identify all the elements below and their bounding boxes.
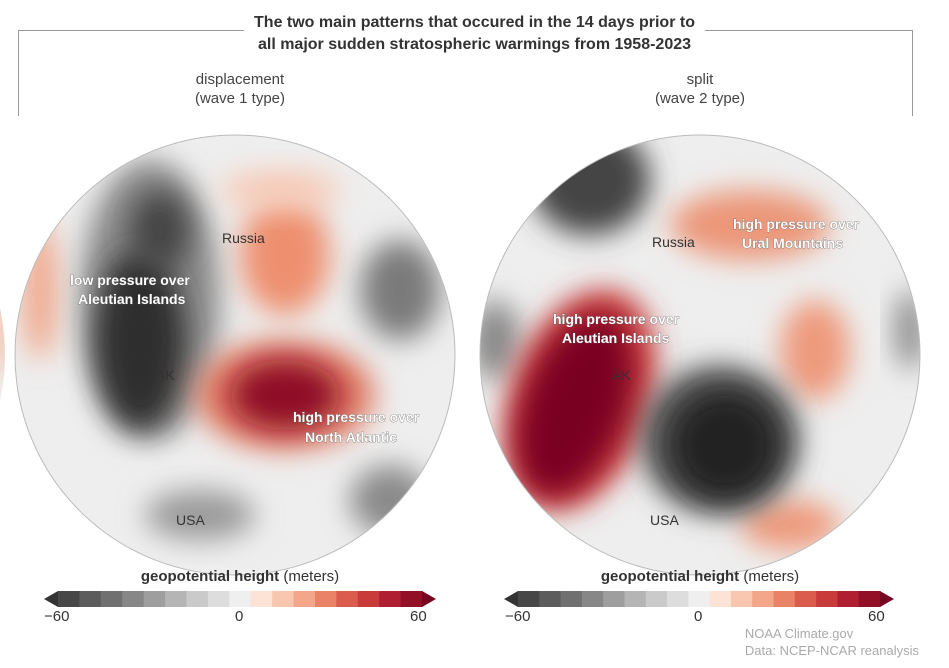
colorbar-bin [581,591,604,607]
colorbar-title: geopotential height (meters) [600,568,800,585]
colorbar-bin [645,591,668,607]
colorbar-bin [44,591,58,607]
colorbar-bin [624,591,647,607]
colorbar-bin [357,591,380,607]
label-high-pressure-ural: high pressure over [733,216,860,232]
colorbar-title: geopotential height (meters) [140,568,340,585]
label-high-pressure: high pressure over [293,409,420,425]
svg-text:Aleutian Islands: Aleutian Islands [562,330,670,346]
panel-title-split: split (wave 2 type) [654,71,746,107]
tick-zero: 0 [235,608,244,625]
colorbar-bin [79,591,102,607]
tick-min: −60 [44,608,70,625]
label-ak: AK [156,367,175,383]
tick-max: 60 [868,608,885,625]
colorbar-bin [207,591,230,607]
colorbar-bin [250,591,273,607]
colorbar-bin [229,591,252,607]
colorbar-bin [752,591,775,607]
colorbar-bin [880,591,894,607]
panel-title-displacement: displacement (wave 1 type) [194,71,286,107]
colorbar-bin [560,591,583,607]
colorbar-bin [858,591,881,607]
colorbar-bin [400,591,423,607]
label-high-pressure-aleutian: high pressure over [553,311,680,327]
colorbar-bin [143,591,166,607]
colorbar-bin [709,591,732,607]
colorbar-bin [539,591,562,607]
svg-text:Aleutian Islands: Aleutian Islands [78,291,186,307]
colorbar-bin [122,591,145,607]
colorbar-right [504,591,894,607]
credit: NOAA Climate.gov Data: NCEP-NCAR reanalys… [744,626,919,658]
colorbar-bin [379,591,402,607]
colorbar-bin [100,591,123,607]
partial-map-edge [0,135,5,575]
colorbar-bin [773,591,796,607]
colorbar-bin [336,591,359,607]
label-russia: Russia [222,230,265,246]
svg-text:North Atlantic: North Atlantic [305,429,397,445]
colorbar-left [44,591,436,607]
colorbar-bin [603,591,625,607]
colorbar-bin [186,591,209,607]
colorbar-bin [816,591,838,607]
colorbar-bin [794,591,817,607]
figure-title: The two main patterns that occured in th… [0,12,949,56]
colorbar-bin [58,591,80,607]
label-russia: Russia [652,234,695,250]
colorbar-bin [504,591,518,607]
colorbar-bin [272,591,295,607]
colorbar-bin [314,591,337,607]
colorbar-bin [730,591,753,607]
label-usa: USA [176,512,205,528]
map-split [480,135,920,575]
colorbar-bin [688,591,711,607]
label-low-pressure: low pressure over [70,272,190,288]
map-displacement [15,135,455,575]
label-usa: USA [650,512,679,528]
colorbar-bin [667,591,689,607]
tick-zero: 0 [694,608,703,625]
colorbar-bin [518,591,540,607]
tick-max: 60 [410,608,427,625]
svg-text:Ural Mountains: Ural Mountains [742,235,843,251]
tick-min: −60 [505,608,531,625]
colorbar-bin [293,591,316,607]
colorbar-bin [165,591,187,607]
colorbar-bin [837,591,860,607]
label-ak: AK [612,367,631,383]
colorbar-bin [422,591,436,607]
